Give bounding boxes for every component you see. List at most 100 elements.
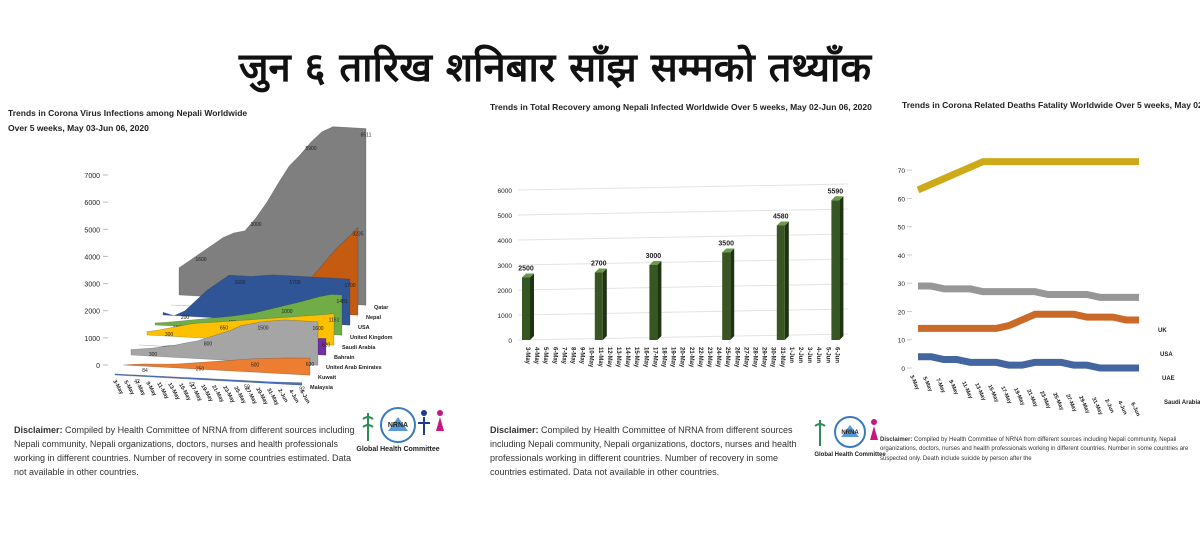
data-label: 5900 — [305, 146, 316, 152]
disclaimer-text: Compiled by Health Committee of NRNA fro… — [490, 425, 797, 477]
y-tick-label: 40 — [898, 253, 906, 260]
x-tick-label: 4-Jun — [1116, 400, 1128, 416]
grid-line — [517, 333, 849, 341]
data-label: 620 — [322, 342, 331, 348]
data-label: 92 — [299, 387, 305, 393]
data-label: 1600 — [312, 326, 323, 332]
data-label: 500 — [251, 363, 260, 369]
data-label: 3000 — [250, 222, 261, 228]
bar-side — [602, 268, 607, 340]
x-tick-label: 12-May — [606, 347, 612, 368]
data-label: 3235 — [352, 231, 363, 237]
series-label: USA — [358, 325, 370, 331]
area — [114, 373, 303, 386]
data-label: 630 — [306, 362, 315, 368]
bar-side — [657, 261, 662, 340]
data-label: 42 — [134, 379, 140, 385]
x-tick-label: 6-Jun — [833, 347, 839, 363]
x-tick-label: 11-May — [597, 347, 603, 368]
series-label: USA — [1160, 352, 1173, 358]
x-tick-label: 24-May — [715, 347, 721, 368]
area — [178, 126, 367, 306]
chart-subtitle: Over 5 weeks, May 03-Jun 06, 2020 — [8, 123, 149, 133]
x-tick-label: 16-May — [642, 347, 648, 368]
x-tick-label: 2-Jun — [1103, 398, 1115, 414]
grid-line — [517, 258, 849, 266]
x-tick-label: 6-Jun — [1129, 402, 1141, 418]
bar-side — [784, 221, 789, 340]
area — [130, 319, 319, 366]
x-tick-label: 31-May — [1090, 397, 1104, 417]
data-label: 800 — [204, 341, 213, 347]
series-label: Bahrain — [334, 355, 355, 361]
y-tick-label: 7000 — [84, 173, 100, 180]
y-tick-label: 0 — [901, 366, 905, 373]
logo: NRNA Global Health Committee — [356, 407, 444, 453]
x-tick-label: 4-Jun — [287, 389, 300, 405]
x-tick-label: 3-May — [524, 347, 530, 365]
data-label: 2700 — [591, 261, 607, 268]
series-label: Malaysia — [310, 385, 334, 391]
series-label: Saudi Arabia — [1164, 400, 1200, 406]
disclaimer: Disclaimer: Compiled by Health Committee… — [14, 424, 359, 480]
series-label: Kuwait — [318, 375, 336, 381]
data-label: 6511 — [361, 132, 372, 138]
data-label: 300 — [165, 332, 174, 338]
grid-line — [517, 283, 849, 291]
x-tick-label: 31-May — [779, 347, 785, 368]
bar — [594, 272, 603, 340]
y-tick-label: 20 — [898, 309, 906, 316]
bar-top — [776, 221, 789, 226]
y-tick-label: 0 — [508, 338, 512, 345]
x-tick-label: 23-May — [706, 347, 712, 368]
data-label: 84 — [142, 368, 148, 374]
x-tick-label: 9-May — [579, 347, 585, 365]
y-tick-label: 60 — [898, 196, 906, 203]
data-label: 4580 — [773, 214, 789, 221]
chart-title: Trends in Total Recovery among Nepali In… — [490, 102, 872, 112]
grid-line — [517, 233, 849, 241]
x-tick-label: 7-May — [560, 347, 566, 365]
series-line — [916, 158, 1139, 194]
bar-side — [530, 273, 534, 340]
x-tick-label: 5-Jun — [824, 347, 830, 363]
y-tick-label: 3000 — [498, 263, 513, 270]
data-label: 1500 — [257, 325, 268, 331]
bar-top — [594, 268, 607, 273]
x-tick-label: 3-Jun — [806, 347, 812, 363]
y-tick-label: 30 — [898, 281, 906, 288]
disclaimer-text: Compiled by Health Committee of NRNA fro… — [14, 425, 355, 477]
x-tick-label: 27-May — [1064, 394, 1078, 414]
y-tick-label: 5000 — [498, 213, 513, 220]
disclaimer-text: Compiled by Health Committee of NRNA fro… — [880, 437, 1189, 462]
x-tick-label: 13-May — [615, 347, 621, 368]
x-tick-label: 7-May — [934, 378, 946, 396]
x-tick-label: 5-May — [921, 376, 933, 394]
bar — [776, 225, 785, 340]
y-tick-label: 6000 — [84, 200, 100, 207]
x-tick-label: 30-May — [770, 347, 776, 368]
data-label: 1600 — [195, 257, 206, 263]
series-label: United Kingdom — [350, 335, 393, 341]
logo-text: NRNA — [388, 422, 408, 429]
disclaimer: Disclaimer: Compiled by Health Committee… — [490, 424, 810, 480]
series-label: Qatar — [374, 305, 389, 311]
x-tick-label: 17-May — [651, 347, 657, 368]
x-tick-label: 15-May — [986, 384, 1000, 404]
x-tick-label: 19-May — [1012, 387, 1026, 407]
data-label: 1161 — [329, 318, 340, 324]
chart-title: Trends in Corona Virus Infections among … — [8, 108, 247, 118]
logo-text: NRNA — [841, 430, 859, 436]
bar-top — [522, 273, 534, 278]
x-tick-label: 18-May — [661, 347, 667, 368]
disclaimer-label: Disclaimer: — [490, 425, 539, 435]
bar — [831, 200, 840, 340]
x-tick-label: 25-May — [1051, 392, 1065, 412]
data-label: 3000 — [646, 253, 662, 260]
series-line — [918, 282, 1139, 301]
x-tick-label: 6-Jun — [298, 389, 311, 405]
x-tick-label: 1-Jun — [788, 347, 794, 363]
y-tick-label: 3000 — [84, 282, 100, 289]
x-tick-label: 8-May — [570, 347, 576, 365]
